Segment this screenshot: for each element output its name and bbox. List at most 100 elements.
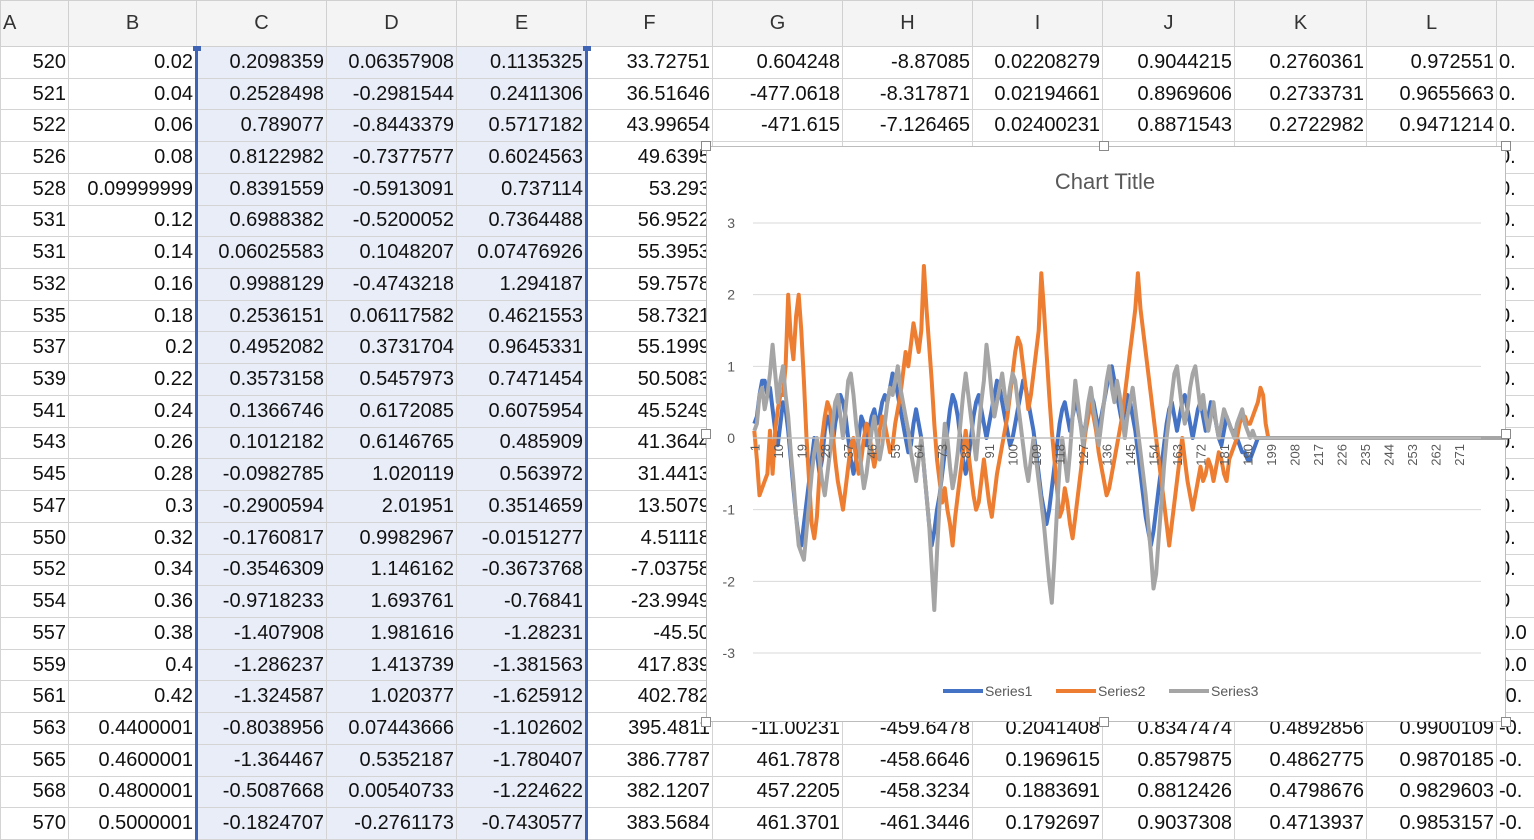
cell[interactable]: 461.7878 [712, 743, 843, 777]
cell[interactable]: 0.8391559 [195, 172, 327, 206]
cell[interactable]: 0. [1496, 46, 1534, 79]
cell[interactable]: -477.0618 [712, 77, 843, 111]
cell[interactable]: 539 [0, 363, 69, 396]
cell[interactable]: 1.146162 [326, 553, 457, 587]
cell[interactable]: 568 [0, 775, 69, 809]
cell[interactable]: 1.981616 [326, 616, 457, 650]
cell[interactable]: 545 [0, 458, 69, 492]
cell[interactable]: 1.413739 [326, 648, 457, 682]
cell[interactable]: 395.4811 [586, 712, 713, 745]
cell[interactable]: 0.06117582 [326, 299, 457, 333]
cell[interactable]: 565 [0, 743, 69, 777]
cell[interactable]: -1.407908 [195, 616, 327, 650]
cell[interactable]: -23.9949 [586, 585, 713, 618]
cell[interactable]: 0.12 [68, 204, 197, 238]
cell[interactable]: 0.1792697 [972, 807, 1103, 840]
cell[interactable]: 0.06357908 [326, 46, 457, 79]
cell[interactable]: 0.9853157 [1366, 807, 1497, 840]
cell[interactable]: 0.07476926 [456, 236, 588, 270]
column-header-b[interactable]: B [68, 0, 197, 47]
cell[interactable]: -0. [1496, 807, 1534, 840]
column-header-e[interactable]: E [456, 0, 587, 47]
cell[interactable]: 31.4413 [586, 458, 713, 492]
cell[interactable]: 0.737114 [456, 172, 588, 206]
cell[interactable]: 402.782 [586, 680, 713, 714]
cell[interactable]: 0.1135325 [456, 46, 588, 79]
cell[interactable]: 526 [0, 141, 69, 174]
column-header-a[interactable]: A [0, 0, 69, 47]
cell[interactable]: -8.317871 [842, 77, 973, 111]
cell[interactable]: 0.4800001 [68, 775, 197, 809]
cell[interactable]: 0.36 [68, 585, 197, 618]
cell[interactable]: 535 [0, 299, 69, 333]
cell[interactable]: 0.2760361 [1234, 46, 1367, 79]
cell[interactable]: 0.1883691 [972, 775, 1103, 809]
cell[interactable]: 532 [0, 268, 69, 301]
cell[interactable]: 0.972551 [1366, 46, 1497, 79]
cell[interactable]: -7.126465 [842, 109, 973, 143]
cell[interactable]: 0.9655663 [1366, 77, 1497, 111]
selection-top-right-handle[interactable] [583, 46, 591, 51]
cell[interactable]: -0.8443379 [326, 109, 457, 143]
cell[interactable]: 0.3731704 [326, 331, 457, 365]
cell[interactable]: -0.76841 [456, 585, 588, 618]
cell[interactable]: 1.020377 [326, 680, 457, 714]
column-header-k[interactable]: K [1234, 0, 1367, 47]
cell[interactable]: 0.1969615 [972, 743, 1103, 777]
cell[interactable]: 531 [0, 204, 69, 238]
cell[interactable]: 0.4 [68, 648, 197, 682]
cell[interactable]: 0.38 [68, 616, 197, 650]
chart-resize-handle-middle-left[interactable] [701, 429, 711, 439]
cell[interactable]: -1.364467 [195, 743, 327, 777]
cell[interactable]: -0.7377577 [326, 141, 457, 174]
cell[interactable]: -0. [1496, 743, 1534, 777]
cell[interactable]: 45.5249 [586, 394, 713, 428]
cell[interactable]: -1.28231 [456, 616, 588, 650]
cell[interactable]: 547 [0, 490, 69, 523]
cell[interactable]: 0.4798676 [1234, 775, 1367, 809]
cell[interactable]: 0.9982967 [326, 521, 457, 555]
cell[interactable]: 0.07443666 [326, 712, 457, 745]
cell[interactable]: 33.72751 [586, 46, 713, 79]
cell[interactable]: 0.8871543 [1102, 109, 1235, 143]
cell[interactable]: 0.1366746 [195, 394, 327, 428]
cell[interactable]: 561 [0, 680, 69, 714]
cell[interactable]: -0. [1496, 775, 1534, 809]
cell[interactable]: 0.32 [68, 521, 197, 555]
column-header-j[interactable]: J [1102, 0, 1235, 47]
cell[interactable]: 0.7471454 [456, 363, 588, 396]
cell[interactable]: 0.4713937 [1234, 807, 1367, 840]
cell[interactable]: 457.2205 [712, 775, 843, 809]
cell[interactable]: 0.06025583 [195, 236, 327, 270]
cell[interactable]: 528 [0, 172, 69, 206]
cell[interactable]: 0.8969606 [1102, 77, 1235, 111]
cell[interactable]: 0.4400001 [68, 712, 197, 745]
cell[interactable]: 1.020119 [326, 458, 457, 492]
cell[interactable]: -458.3234 [842, 775, 973, 809]
cell[interactable]: 520 [0, 46, 69, 79]
cell[interactable]: 0.02194661 [972, 77, 1103, 111]
cell[interactable]: 0.28 [68, 458, 197, 492]
cell[interactable]: -0.3673768 [456, 553, 588, 587]
column-header-next[interactable] [1496, 0, 1534, 47]
cell[interactable]: 0.9829603 [1366, 775, 1497, 809]
cell[interactable]: 0.2 [68, 331, 197, 365]
cell[interactable]: 552 [0, 553, 69, 587]
cell[interactable]: 0.4862775 [1234, 743, 1367, 777]
cell[interactable]: 49.6395 [586, 141, 713, 174]
cell[interactable]: 0.5000001 [68, 807, 197, 840]
cell[interactable]: 0.2733731 [1234, 77, 1367, 111]
cell[interactable]: 0.06 [68, 109, 197, 143]
cell[interactable]: -458.6646 [842, 743, 973, 777]
cell[interactable]: 55.1999 [586, 331, 713, 365]
cell[interactable]: 0.02208279 [972, 46, 1103, 79]
selection-top-left-handle[interactable] [193, 46, 201, 51]
cell[interactable]: 386.7787 [586, 743, 713, 777]
cell[interactable]: 531 [0, 236, 69, 270]
cell[interactable]: 0.8122982 [195, 141, 327, 174]
cell[interactable]: 570 [0, 807, 69, 840]
cell[interactable]: 0.7364488 [456, 204, 588, 238]
cell[interactable]: -0.8038956 [195, 712, 327, 745]
column-header-l[interactable]: L [1366, 0, 1497, 47]
chart-resize-handle-bottom-left[interactable] [701, 717, 711, 727]
